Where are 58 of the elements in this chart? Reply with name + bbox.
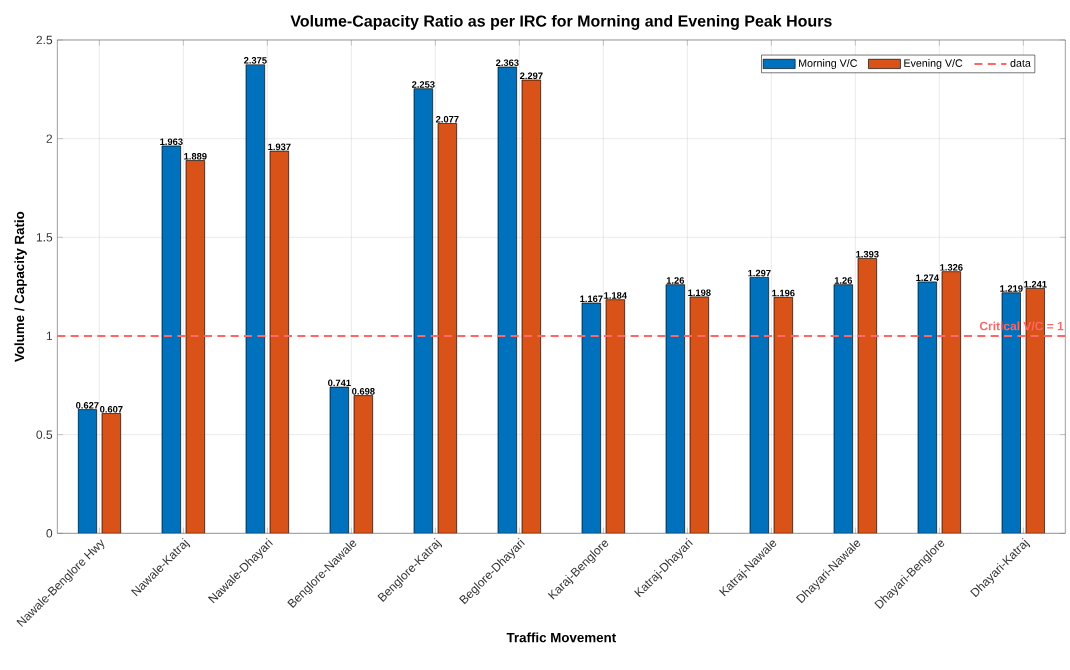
data-label: 0.698 [352, 388, 375, 395]
bar [437, 123, 458, 534]
bar [497, 66, 518, 534]
data-label: 1.963 [160, 138, 183, 146]
bar [605, 299, 626, 534]
x-axis-title: Traffic Movement [506, 632, 616, 643]
data-label: 1.184 [604, 292, 627, 299]
y-tick-label: 1 [46, 331, 53, 341]
bar [689, 296, 710, 534]
y-tick-label: 2 [46, 134, 53, 143]
bar [665, 284, 686, 534]
data-label: 2.363 [495, 59, 519, 67]
data-label: 1.198 [688, 289, 711, 296]
data-label: 1.26 [666, 277, 685, 284]
data-label: 2.375 [243, 57, 267, 64]
y-tick-label: 1.5 [36, 233, 53, 242]
data-label: 0.627 [76, 402, 99, 409]
data-label: 1.241 [1024, 280, 1047, 288]
data-label: 1.196 [772, 289, 795, 297]
data-label: 0.607 [100, 406, 123, 413]
annotation: data [1010, 59, 1031, 67]
bar [245, 64, 266, 534]
chart-title: Volume-Capacity Ratio as per IRC for Morning and Evening Peak Hours [290, 14, 832, 30]
bar [857, 258, 878, 534]
y-axis-title: Volume / Capacity Ratio [14, 211, 27, 363]
bar [941, 271, 962, 534]
bar [413, 88, 434, 534]
legend-label: Morning V/C [799, 59, 858, 69]
data-label: 1.26 [834, 277, 853, 284]
data-label: 2.297 [519, 72, 543, 80]
data-label: 1.297 [748, 269, 771, 277]
bar [917, 281, 938, 534]
y-tick-label: 0 [46, 529, 53, 538]
bar [101, 413, 122, 534]
legend-label: Evening V/C [904, 59, 963, 69]
data-label: 1.889 [184, 153, 207, 160]
data-label: 0.741 [328, 379, 351, 387]
bar [185, 160, 206, 534]
bar [77, 409, 98, 534]
data-label: 1.219 [1000, 285, 1023, 292]
bar [269, 150, 290, 534]
bar [773, 296, 794, 534]
data-label: 1.937 [268, 143, 291, 151]
bar [353, 395, 374, 534]
bar [329, 386, 350, 534]
data-label: 1.167 [580, 295, 603, 303]
data-label: 1.274 [916, 274, 939, 281]
data-label: 2.077 [435, 115, 459, 123]
bar [749, 277, 770, 534]
bar [521, 79, 542, 534]
data-label: 1.326 [940, 264, 963, 271]
y-tick-label: 2.5 [36, 35, 53, 45]
bar [581, 302, 602, 534]
bar [161, 145, 182, 534]
y-tick-label: 0.5 [36, 430, 53, 439]
bar [833, 284, 854, 534]
data-label: 1.393 [856, 250, 879, 258]
data-label: 2.253 [411, 81, 435, 88]
